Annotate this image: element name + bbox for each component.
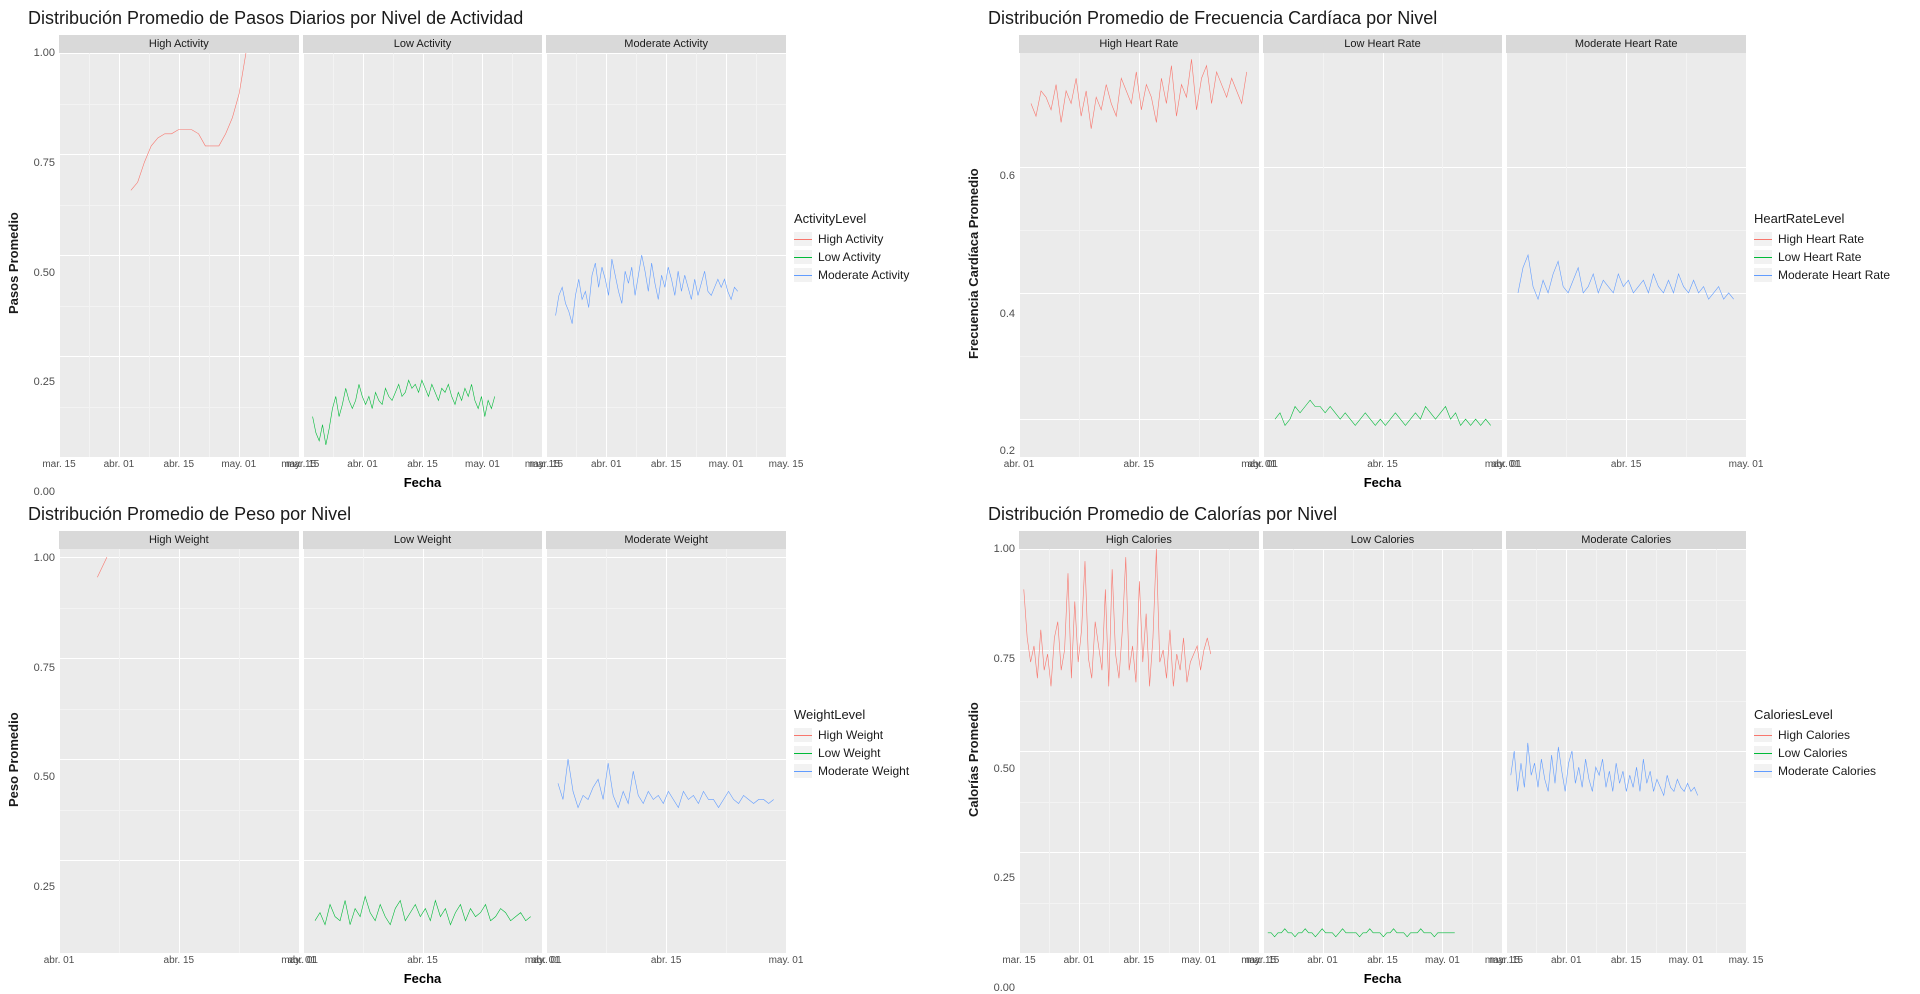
legend-label: Low Calories	[1778, 746, 1847, 760]
facet-strip: High Heart Rate	[1019, 35, 1259, 53]
legend-item: Moderate Activity	[794, 268, 956, 282]
legend-title: ActivityLevel	[794, 211, 956, 226]
legend-item: Low Heart Rate	[1754, 250, 1916, 264]
legend: ActivityLevel High Activity Low Activity Mo…	[786, 4, 956, 492]
facet-strip: High Calories	[1019, 531, 1259, 549]
dashboard-grid: Distribución Promedio de Pasos Diarios p…	[0, 0, 1920, 992]
x-axis-title: Fecha	[59, 473, 786, 492]
legend-item: Moderate Heart Rate	[1754, 268, 1916, 282]
legend-title: HeartRateLevel	[1754, 211, 1916, 226]
legend: HeartRateLevel High Heart Rate Low Heart R…	[1746, 4, 1916, 492]
legend-swatch-icon	[794, 232, 812, 246]
x-axis-title: Fecha	[1019, 473, 1746, 492]
legend-label: Moderate Activity	[818, 268, 909, 282]
legend-swatch-icon	[1754, 250, 1772, 264]
facet-strip: Low Calories	[1263, 531, 1503, 549]
facet-strip: Low Weight	[303, 531, 543, 549]
legend-swatch-icon	[794, 746, 812, 760]
facet-strip: High Weight	[59, 531, 299, 549]
facet-strip: Moderate Activity	[546, 35, 786, 53]
facet-panel	[1506, 53, 1746, 457]
facet-strip: Moderate Weight	[546, 531, 786, 549]
chart-calories: Distribución Promedio de Calorías por Ni…	[960, 496, 1920, 992]
legend-label: High Weight	[818, 728, 883, 742]
legend-swatch-icon	[1754, 746, 1772, 760]
x-axis-labels: mar. 15abr. 01abr. 15may. 01may. 15mar. …	[1019, 953, 1746, 969]
facet-strip: High Activity	[59, 35, 299, 53]
legend-swatch-icon	[794, 268, 812, 282]
legend-title: WeightLevel	[794, 707, 956, 722]
facet-panel	[546, 53, 786, 457]
legend-swatch-icon	[1754, 268, 1772, 282]
legend-label: Moderate Calories	[1778, 764, 1876, 778]
legend-item: Low Activity	[794, 250, 956, 264]
legend-label: Moderate Heart Rate	[1778, 268, 1890, 282]
chart-title: Distribución Promedio de Peso por Nivel	[4, 500, 786, 531]
y-axis-title: Frecuencia Cardíaca Promedio	[964, 35, 983, 492]
x-axis-labels: abr. 01abr. 15may. 01abr. 01abr. 15may. …	[1019, 457, 1746, 473]
legend-item: High Activity	[794, 232, 956, 246]
y-axis-title: Pasos Promedio	[4, 35, 23, 492]
legend: WeightLevel High Weight Low Weight Moderate…	[786, 500, 956, 988]
y-axis-title: Calorías Promedio	[964, 531, 983, 988]
legend-swatch-icon	[794, 250, 812, 264]
legend-label: Low Weight	[818, 746, 880, 760]
facet-panel	[59, 549, 299, 953]
legend-title: CaloriesLevel	[1754, 707, 1916, 722]
y-axis-title: Peso Promedio	[4, 531, 23, 988]
chart-heart: Distribución Promedio de Frecuencia Card…	[960, 0, 1920, 496]
facet-strip: Low Heart Rate	[1263, 35, 1503, 53]
legend-swatch-icon	[1754, 728, 1772, 742]
facet-panel	[1263, 53, 1503, 457]
facet-panel	[303, 53, 543, 457]
legend-item: Moderate Weight	[794, 764, 956, 778]
legend-item: High Calories	[1754, 728, 1916, 742]
facet-panel	[303, 549, 543, 953]
legend-item: High Weight	[794, 728, 956, 742]
chart-title: Distribución Promedio de Pasos Diarios p…	[4, 4, 786, 35]
legend-item: Low Calories	[1754, 746, 1916, 760]
chart-steps: Distribución Promedio de Pasos Diarios p…	[0, 0, 960, 496]
legend-swatch-icon	[1754, 764, 1772, 778]
facet-panel	[546, 549, 786, 953]
legend-label: Moderate Weight	[818, 764, 909, 778]
legend-label: Low Heart Rate	[1778, 250, 1861, 264]
x-axis-labels: mar. 15abr. 01abr. 15may. 01may. 15mar. …	[59, 457, 786, 473]
facet-panel	[59, 53, 299, 457]
legend-swatch-icon	[1754, 232, 1772, 246]
facet-strip: Low Activity	[303, 35, 543, 53]
x-axis-title: Fecha	[59, 969, 786, 988]
legend-swatch-icon	[794, 728, 812, 742]
chart-weight: Distribución Promedio de Peso por NivelP…	[0, 496, 960, 992]
facet-panel	[1019, 53, 1259, 457]
legend-item: High Heart Rate	[1754, 232, 1916, 246]
facet-strip: Moderate Calories	[1506, 531, 1746, 549]
legend-swatch-icon	[794, 764, 812, 778]
legend-label: Low Activity	[818, 250, 881, 264]
chart-title: Distribución Promedio de Calorías por Ni…	[964, 500, 1746, 531]
facet-panel	[1019, 549, 1259, 953]
legend-label: High Heart Rate	[1778, 232, 1864, 246]
legend-label: High Activity	[818, 232, 883, 246]
legend-item: Low Weight	[794, 746, 956, 760]
x-axis-labels: abr. 01abr. 15may. 01abr. 01abr. 15may. …	[59, 953, 786, 969]
x-axis-title: Fecha	[1019, 969, 1746, 988]
legend: CaloriesLevel High Calories Low Calories Mo…	[1746, 500, 1916, 988]
legend-label: High Calories	[1778, 728, 1850, 742]
facet-panel	[1263, 549, 1503, 953]
chart-title: Distribución Promedio de Frecuencia Card…	[964, 4, 1746, 35]
facet-panel	[1506, 549, 1746, 953]
facet-strip: Moderate Heart Rate	[1506, 35, 1746, 53]
legend-item: Moderate Calories	[1754, 764, 1916, 778]
